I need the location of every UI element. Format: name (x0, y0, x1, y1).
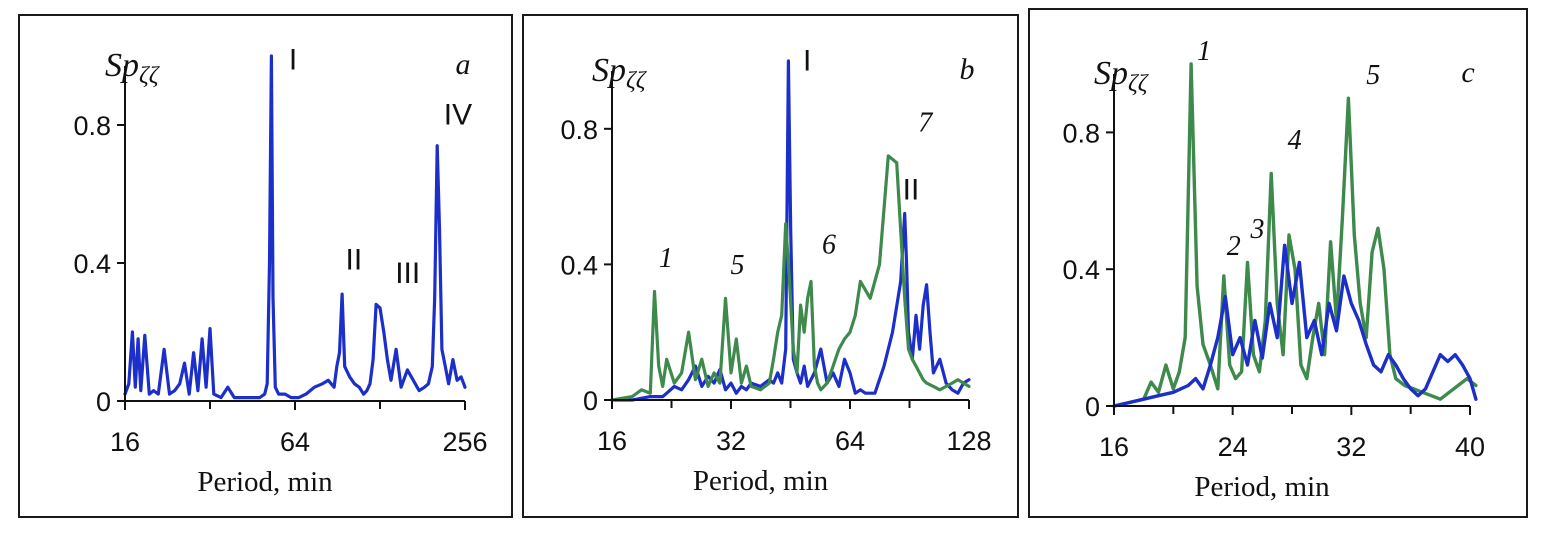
x-tick-label: 32 (716, 426, 746, 456)
series-line-blue (123, 54, 467, 400)
y-axis-label-main: Sp (592, 52, 626, 89)
peak-annotation: 3 (1250, 214, 1265, 245)
y-axis-label-main: Sp (105, 47, 139, 84)
panel-c: 16 24 32 40 0 0.4 0.8 Period, min Spζζ c 1 2 3 4 5 (1028, 8, 1528, 518)
panel-letter: b (960, 53, 975, 86)
peak-annotation: 1 (1197, 36, 1211, 67)
y-axis-label-subscript: ζζ (1128, 71, 1150, 97)
y-tick-label: 0.8 (1062, 118, 1100, 148)
panel-letter: a (456, 48, 471, 81)
x-tick-label: 24 (1218, 432, 1248, 462)
y-axis-label: Spζζ (592, 52, 648, 94)
series-line-blue (610, 59, 971, 402)
series-line-green (610, 154, 971, 402)
x-tick-label: 16 (1099, 432, 1129, 462)
peak-annotation: 2 (1227, 231, 1241, 262)
x-tick-label: 128 (946, 426, 991, 456)
y-tick-label: 0.8 (560, 115, 598, 145)
y-tick-label: 0.4 (560, 250, 598, 280)
peak-annotation: 5 (1366, 60, 1380, 91)
y-tick-label: 0 (583, 386, 598, 416)
series-line-blue (1112, 243, 1478, 408)
peak-annotation: III (395, 257, 420, 290)
x-tick-label: 256 (442, 427, 487, 457)
x-tick-label: 40 (1455, 432, 1485, 462)
peak-annotation: 1 (659, 243, 673, 274)
peak-annotation: I (289, 43, 297, 76)
peak-annotation: I (803, 45, 811, 78)
x-tick-label: 32 (1336, 432, 1366, 462)
y-axis-label-subscript: ζζ (139, 63, 161, 89)
x-tick-label: 64 (280, 427, 310, 457)
peak-annotation: 4 (1288, 125, 1302, 156)
peak-annotation: IV (444, 98, 472, 131)
peak-annotation: 5 (730, 250, 744, 281)
peak-annotation: II (346, 243, 363, 276)
x-axis-label: Period, min (693, 465, 829, 497)
peak-annotation: 6 (822, 230, 836, 261)
y-tick-label: 0 (1085, 392, 1100, 422)
y-axis-label: Spζζ (105, 47, 161, 89)
series-line-green (1112, 62, 1478, 408)
y-axis-label-subscript: ζζ (626, 68, 648, 94)
x-tick-label: 64 (835, 426, 865, 456)
panel-b: 16 32 64 128 0 0.4 0.8 Period, min Spζζ b I II 1 5 6 7 (522, 14, 1019, 518)
x-axis-label: Period, min (1194, 471, 1330, 503)
y-tick-label: 0.4 (1062, 255, 1100, 285)
x-axis-label: Period, min (197, 466, 333, 498)
y-tick-label: 0.8 (73, 111, 111, 141)
peak-annotation: II (903, 173, 920, 206)
x-tick-label: 16 (110, 427, 140, 457)
panel-letter: c (1461, 56, 1474, 89)
y-axis-label-main: Sp (1094, 55, 1128, 92)
peak-annotation: 7 (918, 108, 933, 139)
panel-a: 16 64 256 0 0.4 0.8 Period, min Spζζ a I II III IV (18, 14, 513, 518)
y-tick-label: 0 (96, 387, 111, 417)
y-axis-label: Spζζ (1094, 55, 1150, 97)
x-tick-label: 16 (597, 426, 627, 456)
y-tick-label: 0.4 (73, 249, 111, 279)
